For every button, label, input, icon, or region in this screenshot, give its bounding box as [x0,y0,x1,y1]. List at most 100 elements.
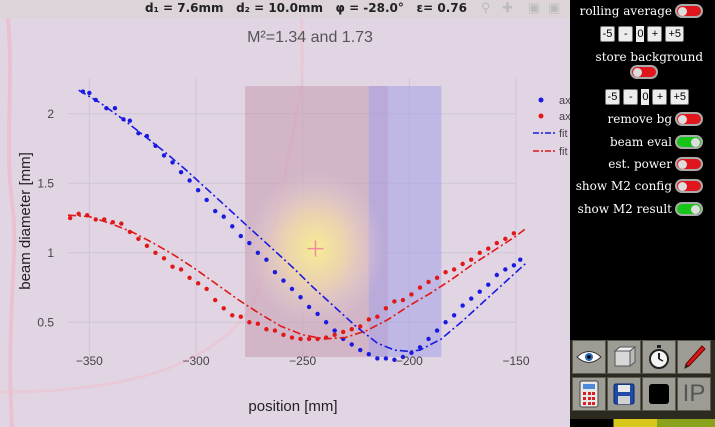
data-point-series-1 [170,160,175,165]
legend-label[interactable]: fit [559,146,568,158]
data-point-series-1 [511,263,517,268]
data-point-series-1 [204,197,209,203]
y-tick-label: 2 [47,107,54,121]
data-point-series-2 [213,297,218,303]
data-point-series-2 [67,215,73,221]
plot-area[interactable]: −350 −300 −250 −200 −150 0.5 1 1.5 2 M²=1.34 and … [0,0,570,427]
data-point-series-2 [170,264,175,269]
data-point-series-2 [247,320,252,325]
bg-plus-button[interactable]: + [652,89,668,105]
data-point-series-1 [221,214,226,219]
minus-5-button[interactable]: -5 [599,26,616,42]
plus-button[interactable]: + [647,26,663,42]
tool-panel: IP [570,340,715,427]
data-point-series-1 [230,224,235,229]
data-point-series-2 [136,236,141,242]
data-point-series-2 [451,267,457,272]
est-power-toggle[interactable] [675,157,703,171]
data-point-series-2 [392,299,397,304]
legend-label[interactable]: fit [559,128,568,140]
x-axis-label: position [mm] [248,398,337,415]
data-point-series-1 [238,233,243,239]
black-square-button[interactable] [642,377,676,411]
data-point-series-1 [195,188,201,193]
est-power-row: est. power [608,157,703,171]
stopwatch-button[interactable] [642,340,676,374]
data-point-series-1 [298,295,303,300]
data-point-series-2 [281,332,286,337]
data-point-series-1 [392,357,397,362]
data-point-series-1 [213,208,218,214]
remove-bg-label: remove bg [607,112,673,126]
bg-plus-5-button[interactable]: +5 [670,89,689,105]
data-point-series-2 [76,211,81,217]
zoom-icon[interactable]: ⚲ [481,0,491,15]
rolling-average-toggle[interactable] [675,4,703,18]
d1-value: d₁ = 7.6mm [145,1,224,15]
show-m2-config-label: show M2 config [575,179,672,193]
minus-button[interactable]: - [618,26,634,42]
fit-line-series-3 [78,89,528,353]
ip-icon: IP [682,380,706,407]
fit-line-series-4 [67,214,528,340]
bg-minus-button[interactable]: - [623,89,639,105]
data-point-series-2 [477,250,482,255]
data-point-series-1 [264,257,269,262]
stopwatch-icon [649,345,669,369]
data-point-series-1 [400,354,406,360]
beam-eval-toggle[interactable] [675,135,703,149]
data-point-series-1 [426,336,431,342]
store-background-toggle-row [630,65,658,79]
black-square-icon [649,384,669,404]
data-point-series-1 [460,303,465,308]
legend-label[interactable]: ax [559,95,570,107]
data-point-series-1 [383,356,389,361]
ip-button[interactable]: IP [677,377,711,411]
legend-marker[interactable] [538,113,544,119]
remove-bg-toggle[interactable] [675,112,703,126]
data-point-series-2 [238,314,243,319]
store-background-toggle[interactable] [630,65,658,79]
background-value: 0 [641,89,650,105]
legend-label[interactable]: ax [559,111,570,123]
data-point-series-1 [434,328,440,333]
beam-chart[interactable]: −350 −300 −250 −200 −150 0.5 1 1.5 2 M²=1.34 and … [0,0,570,427]
data-point-series-2 [494,240,499,246]
calculator-button[interactable] [572,377,606,411]
data-point-series-2 [383,306,389,311]
data-point-series-1 [187,178,192,183]
data-point-series-2 [434,275,440,280]
data-point-series-2 [289,335,295,340]
data-point-series-1 [451,313,457,318]
data-point-series-1 [281,278,286,283]
progress-stripe [570,419,715,427]
store-background-label: store background [595,50,703,64]
eye-button[interactable] [572,340,606,374]
data-point-series-1 [477,289,482,294]
data-point-series-1 [469,296,474,301]
data-point-series-2 [119,221,124,226]
pen-icon [684,345,706,369]
data-point-series-1 [127,118,133,123]
data-point-series-1 [494,272,499,278]
rolling-average-label: rolling average [579,4,672,18]
pan-icon[interactable]: ✚ [502,0,513,15]
data-point-series-1 [87,90,92,96]
data-point-series-2 [221,306,226,311]
data-point-series-2 [417,285,423,290]
bg-minus-5-button[interactable]: -5 [604,89,621,105]
show-m2-config-toggle[interactable] [675,179,703,193]
status-bar: d₁ = 7.6mm d₂ = 10.0mm φ = -28.0° ε= 0.7… [0,0,570,18]
zoom-out-icon[interactable]: ▣ [548,0,561,15]
data-point-series-2 [503,236,508,242]
plus-5-button[interactable]: +5 [665,26,684,42]
save-button[interactable] [607,377,641,411]
y-tick-label: 0.5 [37,315,54,329]
zoom-in-icon[interactable]: ▣ [528,0,541,15]
legend-marker[interactable] [538,97,544,103]
show-m2-result-toggle[interactable] [675,202,703,216]
crop-button[interactable] [607,340,641,374]
y-tick-label: 1.5 [37,176,54,190]
data-point-series-2 [195,281,201,286]
pen-button[interactable] [677,340,711,374]
